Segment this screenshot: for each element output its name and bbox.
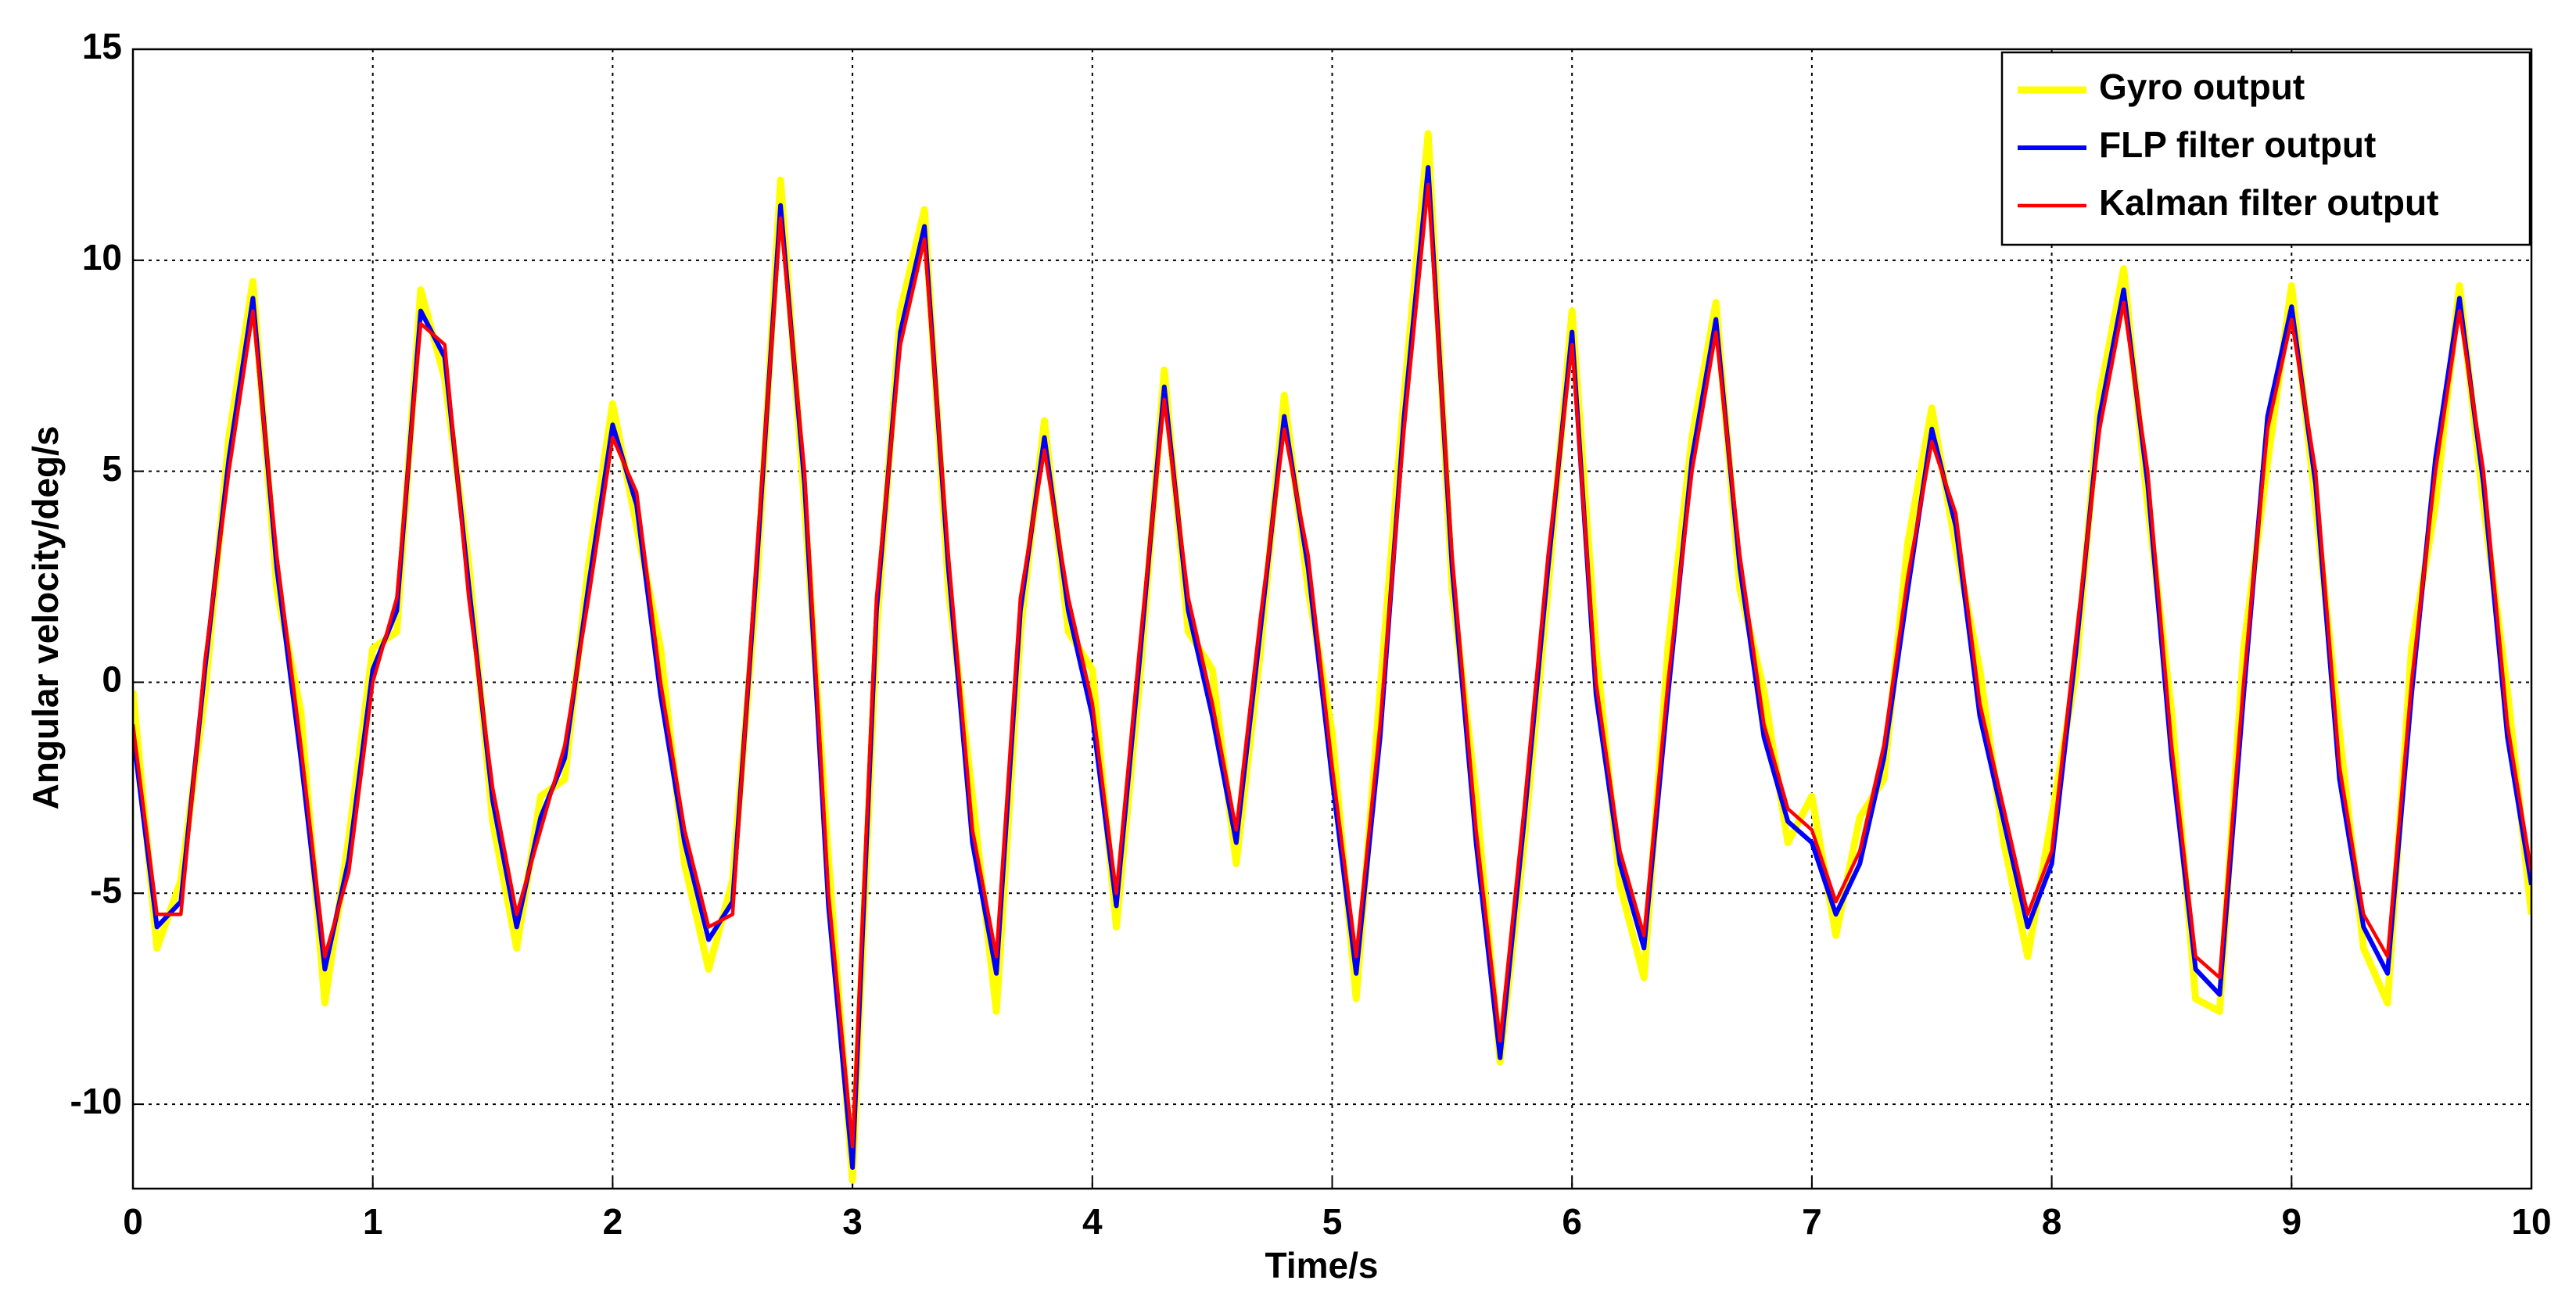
x-tick-label: 8 xyxy=(2042,1201,2062,1242)
y-tick-label: -5 xyxy=(90,870,122,910)
y-tick-label: -10 xyxy=(70,1081,122,1121)
x-tick-label: 9 xyxy=(2282,1201,2302,1242)
x-tick-label: 3 xyxy=(842,1201,863,1242)
x-axis-label: Time/s xyxy=(1265,1245,1379,1286)
y-tick-label: 10 xyxy=(82,237,122,278)
x-tick-label: 7 xyxy=(1802,1201,1822,1242)
legend-label: FLP filter output xyxy=(2099,124,2376,165)
x-tick-label: 1 xyxy=(363,1201,383,1242)
y-tick-label: 5 xyxy=(102,448,122,489)
legend-label: Kalman filter output xyxy=(2099,182,2438,223)
x-tick-label: 0 xyxy=(123,1201,143,1242)
data-line xyxy=(133,182,2531,1149)
x-tick-label: 2 xyxy=(603,1201,623,1242)
y-tick-label: 15 xyxy=(82,26,122,66)
x-tick-label: 4 xyxy=(1082,1201,1103,1242)
plot-frame xyxy=(131,48,2533,1190)
legend-box xyxy=(2000,51,2531,246)
x-tick-label: 5 xyxy=(1322,1201,1343,1242)
x-tick-label: 10 xyxy=(2511,1201,2551,1242)
legend-label: Gyro output xyxy=(2099,66,2305,107)
y-tick-label: 0 xyxy=(102,659,122,700)
x-tick-label: 6 xyxy=(1562,1201,1582,1242)
y-axis-label: Angular velocity/deg/s xyxy=(25,426,66,810)
